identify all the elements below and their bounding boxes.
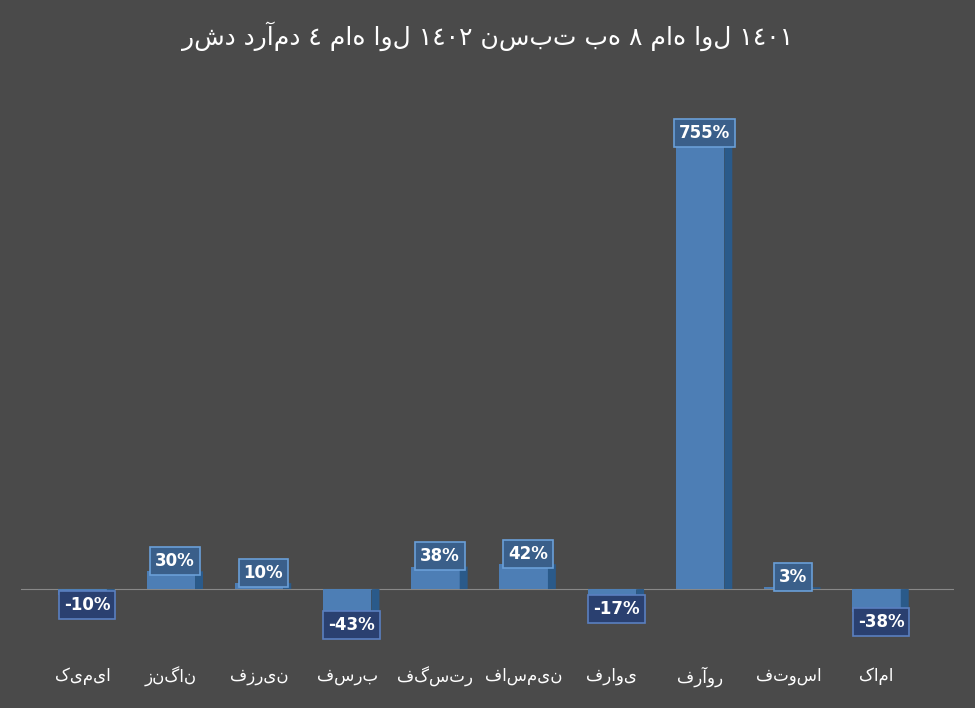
Text: 3%: 3% bbox=[779, 568, 807, 586]
Polygon shape bbox=[812, 587, 821, 589]
Bar bbox=[676, 143, 724, 589]
Polygon shape bbox=[284, 583, 292, 589]
Polygon shape bbox=[107, 589, 115, 595]
Text: -17%: -17% bbox=[593, 600, 640, 618]
Bar bbox=[235, 583, 284, 589]
Bar bbox=[499, 564, 548, 589]
Polygon shape bbox=[548, 564, 556, 589]
Bar bbox=[852, 589, 901, 612]
Polygon shape bbox=[459, 566, 468, 589]
Bar bbox=[146, 571, 195, 589]
Polygon shape bbox=[636, 589, 644, 599]
Text: -38%: -38% bbox=[858, 612, 904, 631]
Text: -10%: -10% bbox=[63, 596, 110, 614]
Polygon shape bbox=[724, 143, 732, 589]
Polygon shape bbox=[195, 571, 203, 589]
Polygon shape bbox=[901, 589, 909, 612]
Text: 30%: 30% bbox=[155, 552, 195, 570]
Text: 10%: 10% bbox=[244, 564, 284, 582]
Polygon shape bbox=[371, 589, 379, 615]
Bar bbox=[764, 588, 812, 589]
Bar bbox=[323, 589, 371, 615]
Bar bbox=[58, 589, 107, 595]
Title: رشد درآمد ٤ ماه اول ١٤٠٢ نسبت به ٨ ماه اول ١٤٠١: رشد درآمد ٤ ماه اول ١٤٠٢ نسبت به ٨ ماه ا… bbox=[182, 21, 793, 51]
Text: 38%: 38% bbox=[420, 547, 460, 566]
Text: 755%: 755% bbox=[679, 124, 730, 142]
Bar bbox=[411, 566, 459, 589]
Text: 42%: 42% bbox=[508, 545, 548, 563]
Text: -43%: -43% bbox=[329, 616, 375, 634]
Bar bbox=[588, 589, 636, 599]
